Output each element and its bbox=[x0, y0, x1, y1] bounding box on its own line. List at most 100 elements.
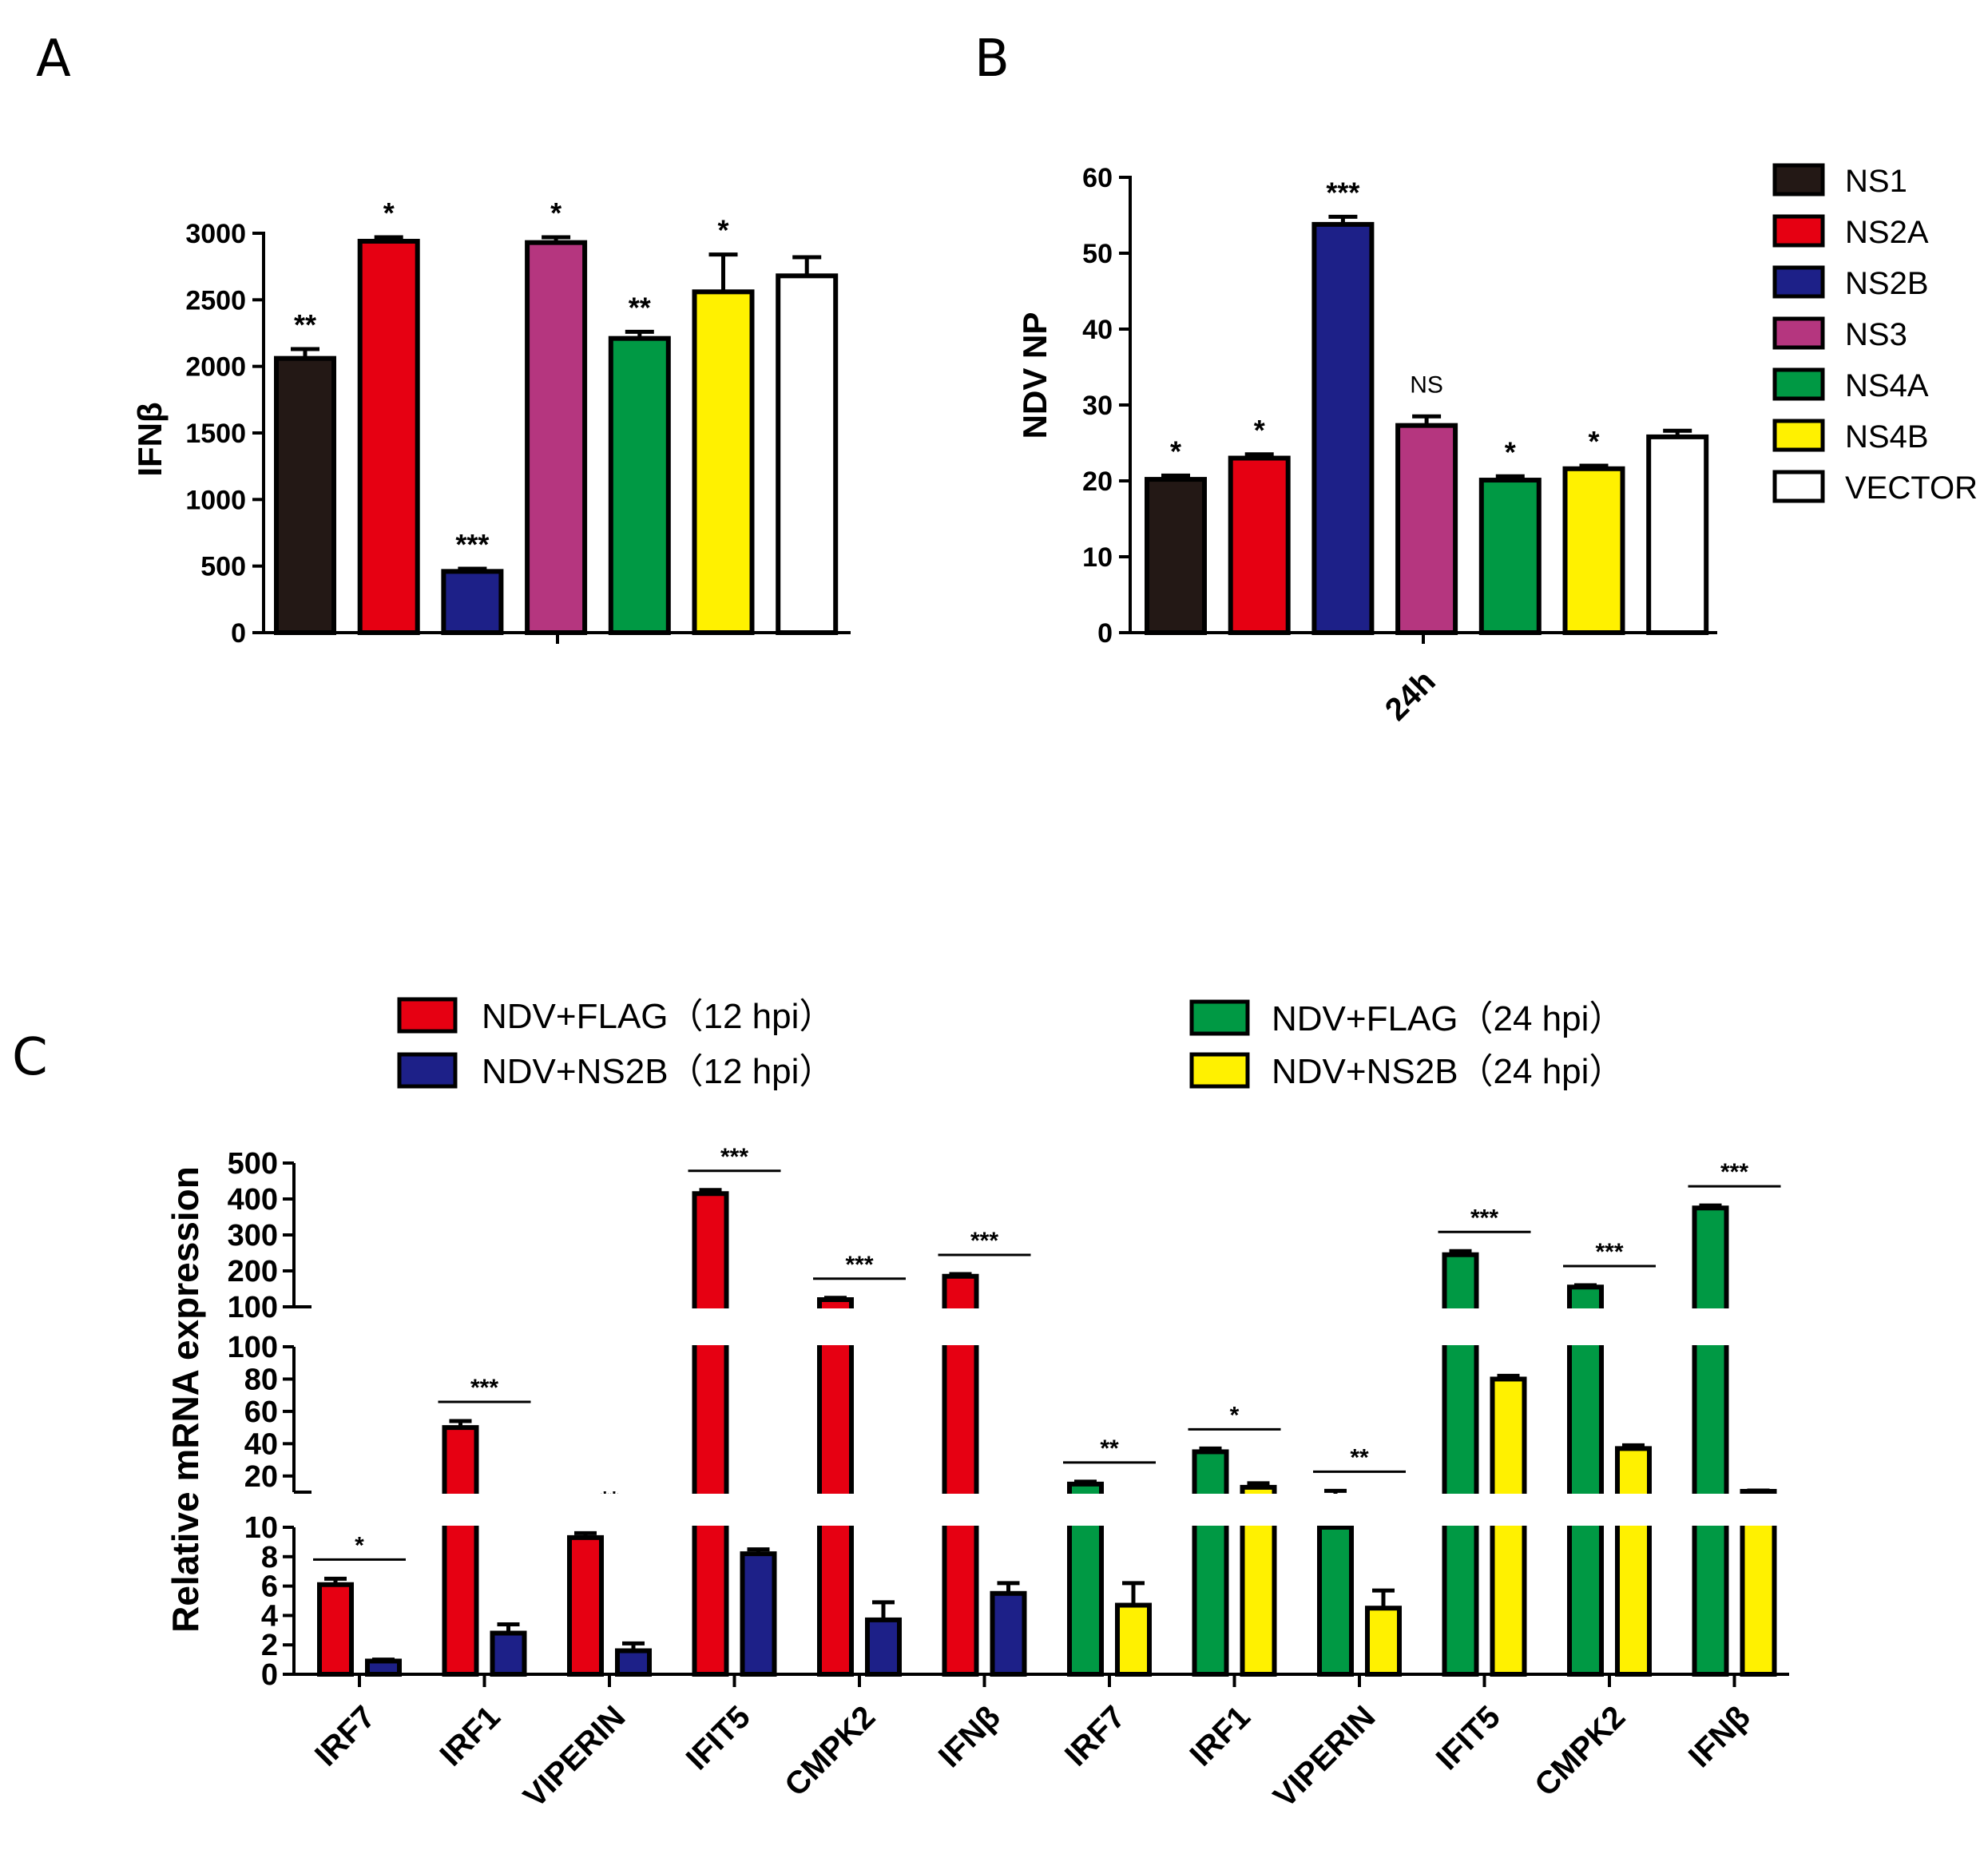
panel-b-y-tick-label: 30 bbox=[1082, 391, 1113, 421]
panel-label-c: C bbox=[12, 1028, 48, 1087]
panel-c-y-tick-label: 6 bbox=[261, 1570, 278, 1604]
panel-a-y-axis-label: IFNβ bbox=[131, 402, 169, 476]
panel-c-category-label: IFIT5 bbox=[680, 1699, 757, 1777]
panel-a-bar-ns2a bbox=[357, 239, 420, 635]
panel-c-category-label: IRF7 bbox=[1058, 1699, 1132, 1773]
panel-b-y-axis-label: NDV NP bbox=[1016, 312, 1054, 439]
panel-b-significance: * bbox=[1254, 414, 1265, 447]
panel-c-y-tick-label: 2 bbox=[261, 1629, 278, 1662]
panel-b-bar-ns2a bbox=[1228, 455, 1291, 635]
legend-c-swatch-flag-12 bbox=[397, 997, 458, 1034]
legend-label-ns4b: NS4B bbox=[1845, 419, 1929, 455]
panel-c-category-label: IFIT5 bbox=[1430, 1699, 1507, 1777]
panel-c-bar-12hpi-flag bbox=[692, 1191, 729, 1677]
panel-c-bar-24hpi-flag bbox=[1567, 1284, 1604, 1677]
panel-c-bar-12hpi-ns2b bbox=[615, 1648, 652, 1677]
panel-a-significance: * bbox=[550, 197, 561, 229]
panel-a-bar-ns4a bbox=[608, 335, 671, 635]
panel-c-axis-break-gap bbox=[296, 1308, 1792, 1345]
panel-c-bar-24hpi-ns2b bbox=[1115, 1602, 1152, 1677]
panel-c-category-label: IFNβ bbox=[932, 1699, 1007, 1774]
panel-c-significance: *** bbox=[845, 1252, 873, 1278]
panel-b-significance: NS bbox=[1410, 371, 1443, 398]
panel-c-bar-24hpi-flag bbox=[1317, 1525, 1354, 1677]
panel-label-a: A bbox=[36, 30, 71, 89]
panel-c-category-label: IFNβ bbox=[1682, 1699, 1757, 1774]
legend-c-label-flag-24: NDV+FLAG（24 hpi） bbox=[1272, 999, 1624, 1038]
panel-b-significance: * bbox=[1588, 425, 1599, 458]
legend-swatch-ns3 bbox=[1772, 316, 1825, 350]
panel-c-category-label: IRF1 bbox=[433, 1699, 506, 1773]
panel-c-bar-12hpi-flag bbox=[317, 1582, 354, 1677]
panel-c-bar-12hpi-ns2b bbox=[365, 1658, 402, 1677]
panel-c-bar-24hpi-ns2b bbox=[1490, 1376, 1527, 1677]
legend-swatch-ns4a bbox=[1772, 367, 1825, 401]
panel-a-significance: *** bbox=[455, 528, 489, 561]
panel-c-y-axis-label: Relative mRNA expression bbox=[165, 1166, 206, 1633]
panel-a-bar-ns1 bbox=[274, 355, 336, 635]
panel-a-significance: * bbox=[383, 197, 395, 229]
panel-b-y-tick-label: 20 bbox=[1082, 466, 1113, 497]
legend-label-ns2a: NS2A bbox=[1845, 215, 1929, 250]
legend-c-label-flag-12: NDV+FLAG（12 hpi） bbox=[482, 997, 834, 1036]
legend-c-label-ns2b-24: NDV+NS2B（24 hpi） bbox=[1272, 1052, 1624, 1091]
panel-a-significance: * bbox=[717, 214, 728, 247]
panel-c-y-tick-label: 20 bbox=[244, 1460, 278, 1494]
panel-c-significance: *** bbox=[720, 1144, 748, 1170]
panel-a-significance: ** bbox=[294, 308, 316, 341]
legend-label-ns3: NS3 bbox=[1845, 317, 1907, 352]
panel-c-bar-24hpi-flag bbox=[1192, 1449, 1229, 1677]
legend-c-label-ns2b-12: NDV+NS2B（12 hpi） bbox=[482, 1052, 834, 1091]
panel-b-bar-ns4b bbox=[1562, 466, 1625, 635]
panel-c-significance: *** bbox=[970, 1228, 998, 1254]
panel-b-y-tick-label: 10 bbox=[1082, 542, 1113, 573]
panel-b-y-tick-label: 60 bbox=[1082, 163, 1113, 193]
panel-a-bar-vector bbox=[776, 273, 839, 635]
panel-c-y-tick-label: 60 bbox=[244, 1395, 278, 1429]
panel-a-y-tick-label: 3000 bbox=[185, 219, 246, 249]
panel-c-category-label: CMPK2 bbox=[778, 1699, 882, 1803]
panel-c-bar-12hpi-ns2b bbox=[865, 1617, 902, 1677]
panel-a-bar-ns4b bbox=[692, 289, 755, 635]
panel-c-y-tick-label: 200 bbox=[228, 1255, 278, 1288]
legend-swatch-vector bbox=[1772, 470, 1825, 503]
panel-c-significance: *** bbox=[1720, 1159, 1748, 1185]
panel-b-x-axis-label: 24h bbox=[1379, 664, 1442, 728]
panel-b-significance: *** bbox=[1326, 176, 1359, 208]
panel-c-bar-12hpi-ns2b bbox=[990, 1590, 1027, 1677]
panel-a-y-tick-label: 2000 bbox=[185, 352, 246, 383]
panel-b-y-tick-label: 40 bbox=[1082, 315, 1113, 345]
panel-c-bar-12hpi-flag bbox=[567, 1534, 604, 1677]
panel-a-y-tick-label: 0 bbox=[231, 618, 246, 649]
panel-c-bar-12hpi-flag bbox=[817, 1297, 854, 1677]
legend-swatch-ns4b bbox=[1772, 419, 1825, 452]
panel-c-bar-24hpi-flag bbox=[1692, 1205, 1729, 1677]
panel-b-y-tick-label: 50 bbox=[1082, 239, 1113, 269]
panel-c-significance: * bbox=[355, 1532, 364, 1558]
panel-b-bar-ns2b bbox=[1311, 221, 1375, 635]
panel-c-category-label: IRF7 bbox=[308, 1699, 382, 1773]
panel-c-category-label: VIPERIN bbox=[1267, 1699, 1382, 1814]
panel-b-y-tick-label: 0 bbox=[1097, 618, 1113, 649]
panel-c-y-tick-label: 400 bbox=[228, 1183, 278, 1217]
panel-b-significance: * bbox=[1170, 435, 1181, 467]
panel-b-bar-ns3 bbox=[1395, 423, 1458, 636]
panel-c-y-tick-label: 100 bbox=[228, 1291, 278, 1324]
panel-c-significance: * bbox=[1230, 1402, 1240, 1428]
panel-b-bar-ns1 bbox=[1145, 477, 1207, 635]
legend-swatch-ns2b bbox=[1772, 265, 1825, 299]
panel-c-bar-12hpi-flag bbox=[442, 1425, 479, 1677]
panel-c-bar-24hpi-ns2b bbox=[1365, 1606, 1402, 1677]
panel-a-bar-ns2b bbox=[441, 569, 504, 635]
legend-swatch-ns2a bbox=[1772, 214, 1825, 248]
legend-label-vector: VECTOR bbox=[1845, 470, 1978, 506]
panel-c-category-label: IRF1 bbox=[1183, 1699, 1256, 1773]
legend-swatch-ns1 bbox=[1772, 163, 1825, 197]
panel-c-category-label: VIPERIN bbox=[517, 1699, 632, 1814]
panel-c-significance: *** bbox=[470, 1375, 498, 1401]
panel-c-y-tick-label: 8 bbox=[261, 1541, 278, 1574]
